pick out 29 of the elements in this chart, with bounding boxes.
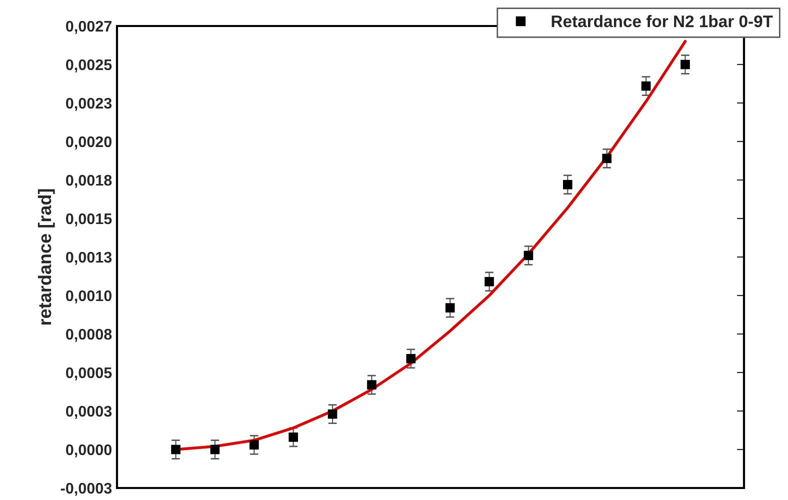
y-tick-label: 0,0005 [66,367,112,380]
point [328,409,338,419]
y-tick-label: 0,0000 [66,444,112,458]
y-tick-label: 0,0013 [66,252,112,265]
y-tick-label: 0,0027 [66,20,112,34]
point [288,432,298,442]
point [602,154,612,164]
y-tick-label: -0,0003 [60,482,112,496]
legend-label: Retardance for N2 1bar 0-9T [552,15,773,28]
y-tick-label: 0,0008 [66,328,112,342]
point [249,440,259,450]
y-tick-label: 0,0003 [66,406,112,419]
point [367,380,376,390]
point [524,250,534,260]
y-tick-label: 0,0018 [66,174,112,188]
point [562,180,572,190]
y-tick-label: 0,0015 [66,213,112,226]
point [171,444,180,454]
y-tick-label: 0,0010 [66,290,112,304]
point [406,354,416,364]
point [680,60,690,70]
y-tick-label: 0,0020 [66,136,112,150]
point [484,276,494,286]
point [210,444,220,454]
y-tick-label: 0,0025 [66,59,112,72]
point [641,81,651,91]
y-tick-label: 0,0023 [66,98,112,111]
point [445,303,455,312]
y-axis-title: retardance [rad] [38,189,55,325]
